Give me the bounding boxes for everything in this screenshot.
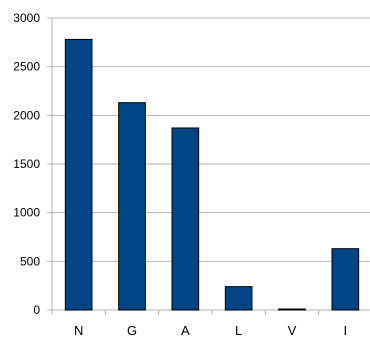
bar-L (224, 286, 253, 311)
x-tick-label: N (74, 323, 83, 338)
x-tick-label: I (344, 323, 348, 338)
y-tick-label: 1500 (13, 157, 40, 171)
y-tick-labels: 0 500 1000 1500 2000 2500 3000 (13, 11, 40, 317)
bar-I (331, 248, 360, 311)
x-tick-label: V (288, 323, 297, 338)
bar-V (278, 308, 306, 311)
grid-lines (52, 17, 370, 262)
y-tick-label: 2000 (13, 108, 40, 122)
x-tick-label: L (235, 323, 242, 338)
y-tick-label: 1000 (13, 206, 40, 220)
x-tick-label: A (181, 323, 190, 338)
axes (47, 17, 370, 315)
y-tick-label: 500 (20, 254, 40, 268)
y-tick-label: 0 (33, 303, 40, 317)
y-tick-label: 3000 (13, 11, 40, 25)
x-tick-label: G (127, 323, 137, 338)
bar-N (64, 38, 93, 311)
bars (64, 38, 360, 311)
y-tick-label: 2500 (13, 60, 40, 74)
bar-A (171, 127, 200, 311)
bar-G (118, 102, 146, 311)
